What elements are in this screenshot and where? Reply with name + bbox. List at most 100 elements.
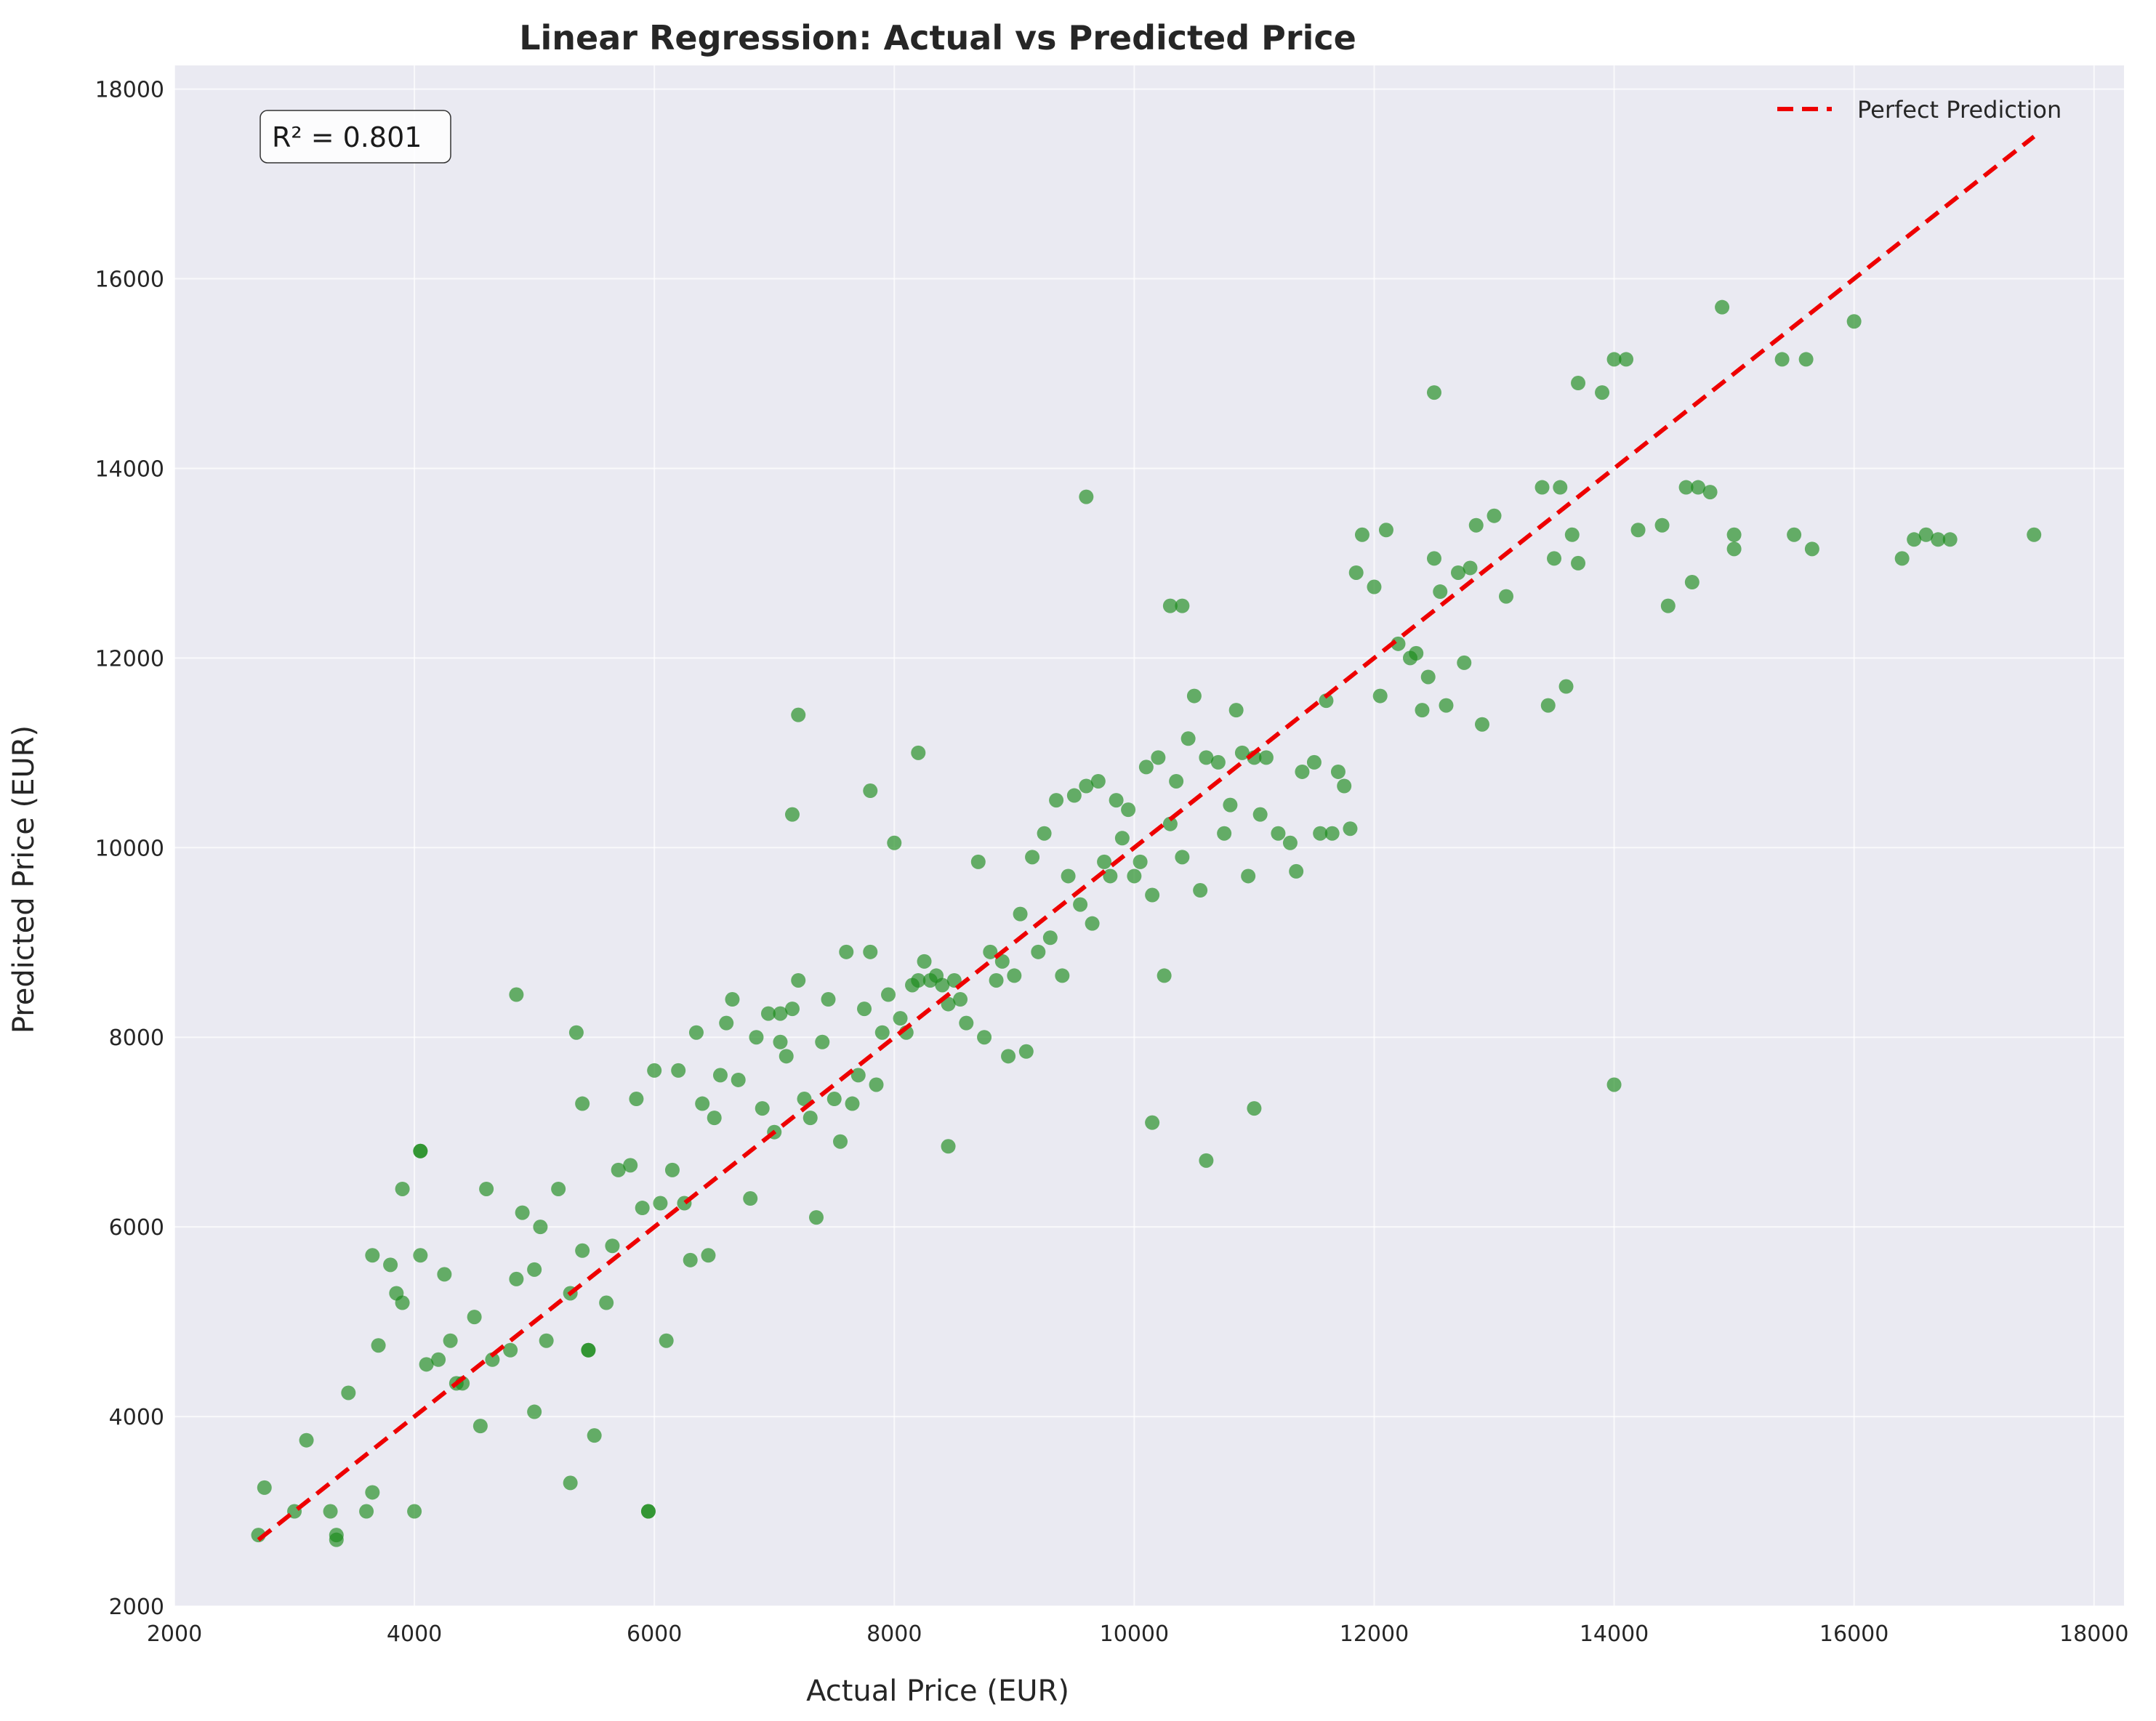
data-point [1378, 523, 1393, 538]
data-point [1684, 575, 1700, 590]
data-point [845, 1096, 860, 1111]
data-point [1313, 826, 1328, 841]
data-point [1180, 731, 1196, 746]
data-point [671, 1063, 686, 1078]
data-point [1420, 669, 1436, 685]
data-point [1372, 688, 1388, 704]
data-point [1157, 968, 1172, 983]
data-point [1534, 480, 1550, 495]
data-point [605, 1238, 620, 1254]
data-point [784, 1001, 800, 1017]
data-point [1804, 541, 1819, 557]
data-point [1162, 598, 1178, 613]
data-point [1798, 352, 1814, 367]
data-point [743, 1191, 758, 1206]
data-point [887, 835, 902, 850]
data-point [893, 1011, 908, 1026]
x-tick-label: 4000 [387, 1621, 442, 1647]
data-point [1547, 551, 1562, 566]
x-tick-label: 8000 [866, 1621, 922, 1647]
data-point [1457, 655, 1472, 670]
data-point [479, 1181, 494, 1196]
data-point [1337, 778, 1352, 794]
data-point [647, 1063, 662, 1078]
data-point [1702, 485, 1718, 500]
data-point [1324, 826, 1340, 841]
data-point [509, 1271, 524, 1286]
data-point [839, 944, 854, 959]
data-point [1025, 850, 1040, 865]
data-point [551, 1181, 566, 1196]
data-point [664, 1162, 680, 1177]
data-point [863, 944, 878, 959]
data-point [575, 1243, 590, 1258]
data-point [1121, 802, 1136, 818]
data-point [815, 1034, 830, 1049]
data-point [1217, 826, 1232, 841]
data-point [731, 1072, 746, 1087]
data-point [1487, 508, 1502, 523]
data-point [1013, 906, 1028, 922]
data-point [1001, 1049, 1016, 1064]
data-point [1295, 764, 1310, 779]
data-point [1499, 589, 1514, 604]
data-point [472, 1419, 488, 1434]
data-point [365, 1485, 380, 1500]
data-point [431, 1352, 446, 1367]
data-point [341, 1385, 356, 1400]
data-point [1660, 598, 1676, 613]
data-point [1774, 352, 1790, 367]
data-point [623, 1158, 638, 1173]
data-point [1319, 693, 1334, 709]
data-point [803, 1111, 818, 1126]
data-point [881, 987, 896, 1002]
data-point [407, 1504, 422, 1519]
y-tick-label: 4000 [109, 1405, 164, 1430]
y-axis-title: Predicted Price (EUR) [7, 725, 41, 1033]
data-point [1558, 679, 1574, 694]
y-tick-label: 14000 [95, 456, 164, 482]
data-point [1571, 376, 1586, 391]
data-point [959, 1015, 974, 1031]
data-point [1630, 523, 1646, 538]
data-point [1306, 754, 1322, 770]
data-point [941, 996, 956, 1012]
data-point [1654, 517, 1670, 533]
data-point [1252, 807, 1268, 822]
data-point [581, 1342, 596, 1358]
data-point [1282, 835, 1298, 850]
data-point [695, 1096, 710, 1111]
y-tick-label: 18000 [95, 78, 164, 103]
data-point [611, 1162, 626, 1177]
data-point [1564, 527, 1580, 542]
data-point [257, 1480, 272, 1495]
data-point [1055, 968, 1070, 983]
data-point [629, 1092, 644, 1107]
data-point [1133, 854, 1148, 869]
data-point [1433, 584, 1448, 600]
data-point [1540, 698, 1556, 713]
data-point [1330, 764, 1346, 779]
data-point [1463, 560, 1478, 576]
data-point [1691, 480, 1706, 495]
data-point [1097, 854, 1112, 869]
data-point [773, 1034, 788, 1049]
data-point [1018, 1044, 1034, 1059]
data-point [821, 992, 836, 1007]
data-point [1162, 816, 1178, 831]
data-point [515, 1205, 530, 1220]
data-point [683, 1252, 698, 1267]
data-point [599, 1295, 614, 1310]
data-point [365, 1248, 380, 1263]
data-point [1354, 527, 1369, 542]
data-point [1228, 703, 1244, 718]
y-tick-label: 16000 [95, 267, 164, 293]
data-point [850, 1068, 866, 1083]
legend-label: Perfect Prediction [1857, 96, 2062, 124]
data-points [251, 299, 2042, 1547]
data-point [1343, 821, 1358, 837]
x-tick-label: 12000 [1340, 1621, 1409, 1647]
data-point [443, 1333, 458, 1348]
data-point [1367, 579, 1382, 595]
